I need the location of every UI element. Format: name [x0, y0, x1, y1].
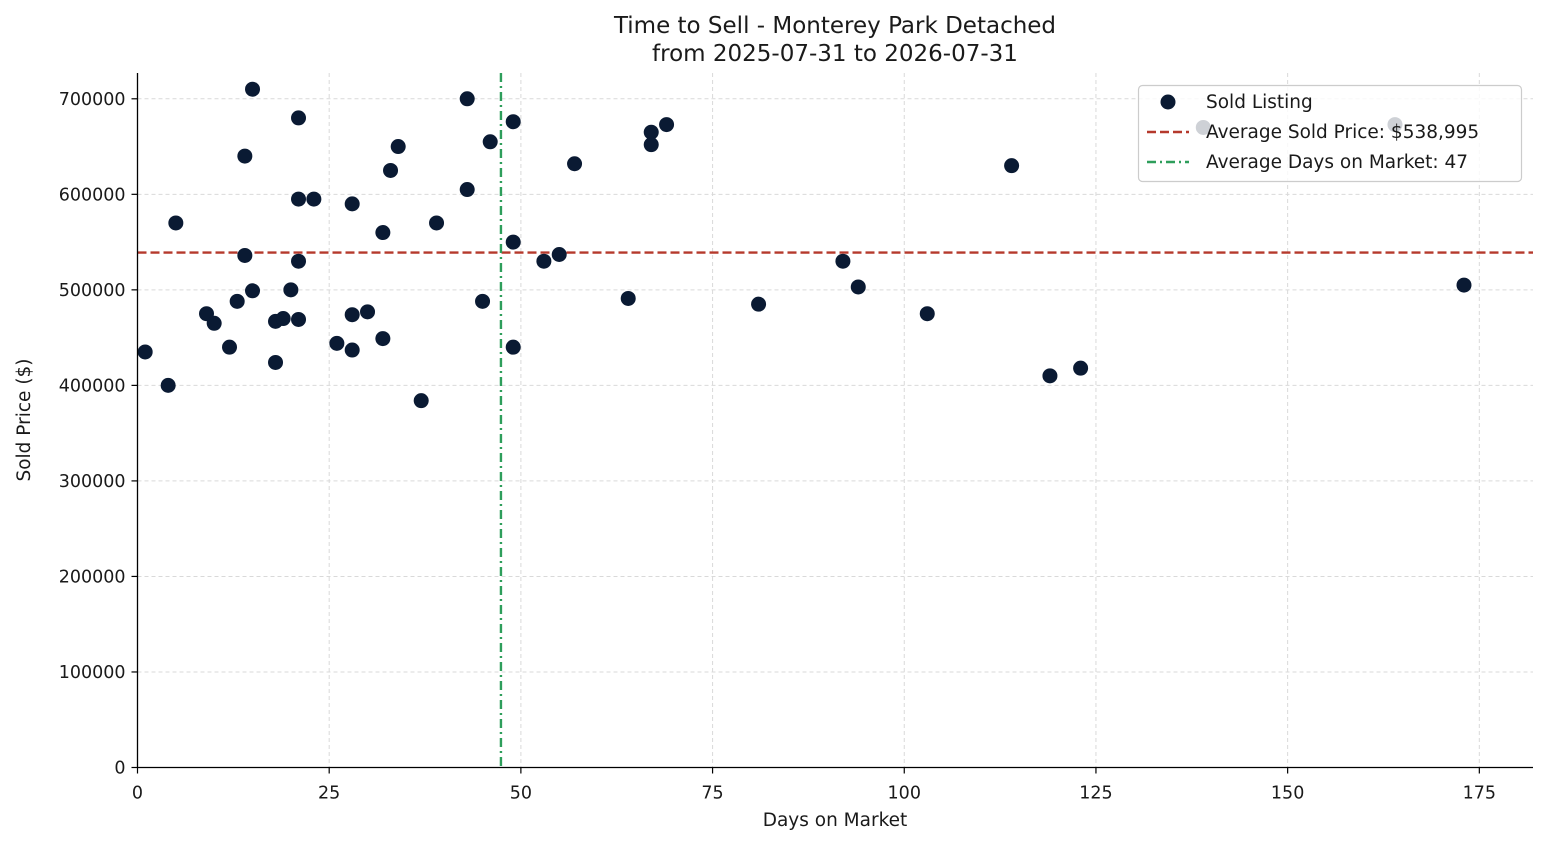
data-point	[459, 91, 475, 107]
data-point	[360, 304, 376, 320]
data-point	[850, 279, 866, 295]
legend-box	[1137, 84, 1523, 183]
y-tick-label: 700000	[59, 90, 126, 110]
data-point	[643, 137, 659, 153]
data-point	[505, 339, 521, 355]
data-point	[222, 339, 238, 355]
data-point	[245, 283, 261, 299]
x-tick-label: 50	[510, 784, 532, 804]
data-point	[168, 215, 184, 231]
data-point	[1004, 158, 1020, 174]
data-point	[1042, 368, 1058, 384]
x-tick-label: 100	[888, 784, 921, 804]
data-point	[536, 253, 552, 269]
legend: Sold Listing Average Sold Price: $538,99…	[1137, 84, 1523, 183]
y-tick-label: 100000	[59, 663, 126, 683]
y-axis-ticks: 0 100000 200000 300000 400000 500000 600000 700…	[59, 90, 138, 779]
data-point	[390, 139, 406, 155]
data-point	[291, 253, 307, 269]
data-point	[229, 293, 245, 309]
data-point	[383, 162, 399, 178]
y-tick-label: 200000	[59, 567, 126, 587]
data-point	[620, 290, 636, 306]
x-tick-label: 75	[701, 784, 723, 804]
data-point	[245, 81, 261, 97]
data-point	[137, 344, 153, 360]
data-point	[291, 110, 307, 126]
data-point	[206, 315, 222, 331]
data-point	[835, 253, 851, 269]
x-axis-label: Days on Market	[763, 810, 908, 831]
data-point	[551, 247, 567, 263]
legend-label-average-days: Average Days on Market: 47	[1206, 152, 1468, 173]
data-point	[429, 215, 445, 231]
y-tick-label: 0	[114, 759, 125, 779]
x-axis-ticks: 0 25 50 75 100 125 150 175	[132, 767, 1496, 804]
data-point	[344, 196, 360, 212]
data-point	[1073, 360, 1089, 376]
y-tick-label: 500000	[59, 281, 126, 301]
data-point	[344, 307, 360, 323]
x-tick-label: 125	[1079, 784, 1112, 804]
data-point	[751, 296, 767, 312]
data-point	[475, 293, 491, 309]
data-point	[344, 342, 360, 358]
x-tick-label: 0	[132, 784, 143, 804]
data-point	[505, 234, 521, 250]
data-point	[643, 124, 659, 140]
data-point	[659, 117, 675, 133]
data-point	[306, 191, 322, 207]
data-point	[291, 311, 307, 327]
axes	[136, 73, 1533, 769]
data-point	[459, 182, 475, 198]
y-tick-label: 400000	[59, 376, 126, 396]
data-point	[919, 306, 935, 322]
data-point	[291, 191, 307, 207]
legend-label-sold-listing: Sold Listing	[1206, 92, 1313, 113]
data-point	[160, 377, 176, 393]
data-point	[413, 393, 429, 409]
legend-marker-sold-listing	[1160, 94, 1176, 110]
data-point	[237, 148, 253, 164]
x-tick-label: 25	[318, 784, 340, 804]
x-tick-label: 150	[1271, 784, 1304, 804]
data-point	[275, 311, 291, 327]
reference-lines	[137, 73, 1533, 768]
chart-subtitle: from 2025-07-31 to 2026-07-31	[652, 41, 1018, 67]
data-point	[283, 282, 299, 298]
data-point	[237, 247, 253, 263]
data-point	[329, 335, 345, 351]
legend-label-average-price: Average Sold Price: $538,995	[1206, 122, 1479, 143]
data-point	[375, 225, 391, 241]
x-tick-label: 175	[1463, 784, 1496, 804]
chart-title: Time to Sell - Monterey Park Detached	[613, 13, 1056, 39]
data-point	[482, 134, 498, 150]
y-tick-label: 600000	[59, 185, 126, 205]
y-axis-label: Sold Price ($)	[14, 358, 35, 481]
data-point	[268, 354, 284, 370]
data-point	[1456, 277, 1472, 293]
data-points	[137, 81, 1472, 409]
y-tick-label: 300000	[59, 472, 126, 492]
data-point	[505, 114, 521, 130]
data-point	[567, 156, 583, 172]
data-point	[375, 331, 391, 347]
